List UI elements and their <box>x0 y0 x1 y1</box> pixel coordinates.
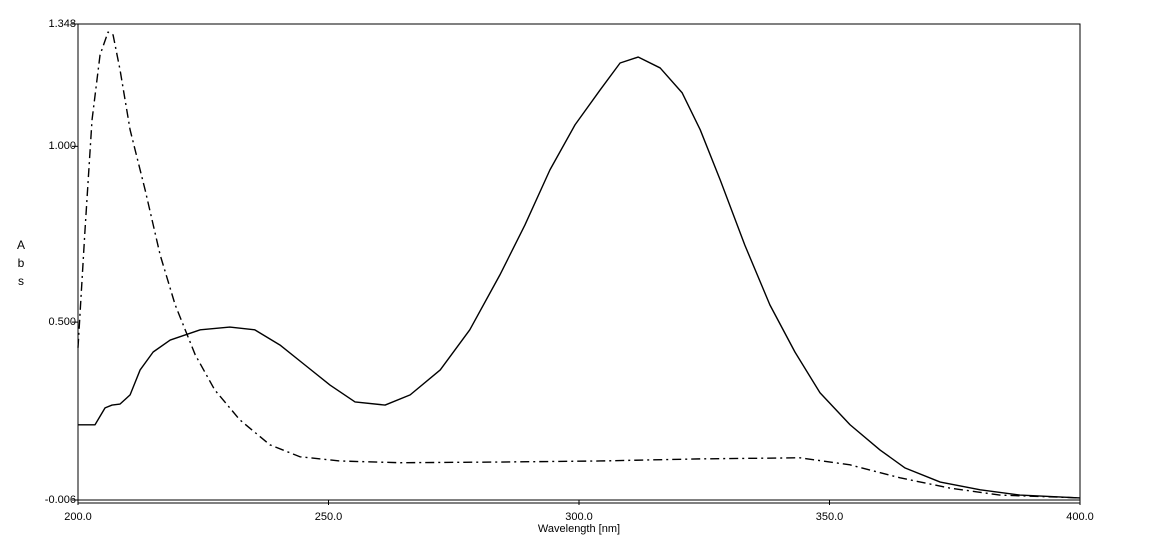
spectrum-line <box>78 56 1081 499</box>
y-tick-label: 1.348 <box>48 18 76 30</box>
spectrum-line <box>77 31 1081 499</box>
x-tick-label: 350.0 <box>816 511 844 523</box>
x-tick-label: 400.0 <box>1066 511 1094 523</box>
x-axis-label: Wavelength [nm] <box>538 523 620 535</box>
y-axis-label: Abs <box>14 238 28 292</box>
y-tick-label: 1.000 <box>48 140 76 152</box>
x-tick-label: 200.0 <box>64 511 92 523</box>
x-tick-label: 300.0 <box>565 511 593 523</box>
plot-frame <box>77 23 1081 501</box>
y-tick-label: -0.006 <box>45 494 76 506</box>
y-tick-label: 0.500 <box>48 316 76 328</box>
x-tick-label: 250.0 <box>315 511 343 523</box>
